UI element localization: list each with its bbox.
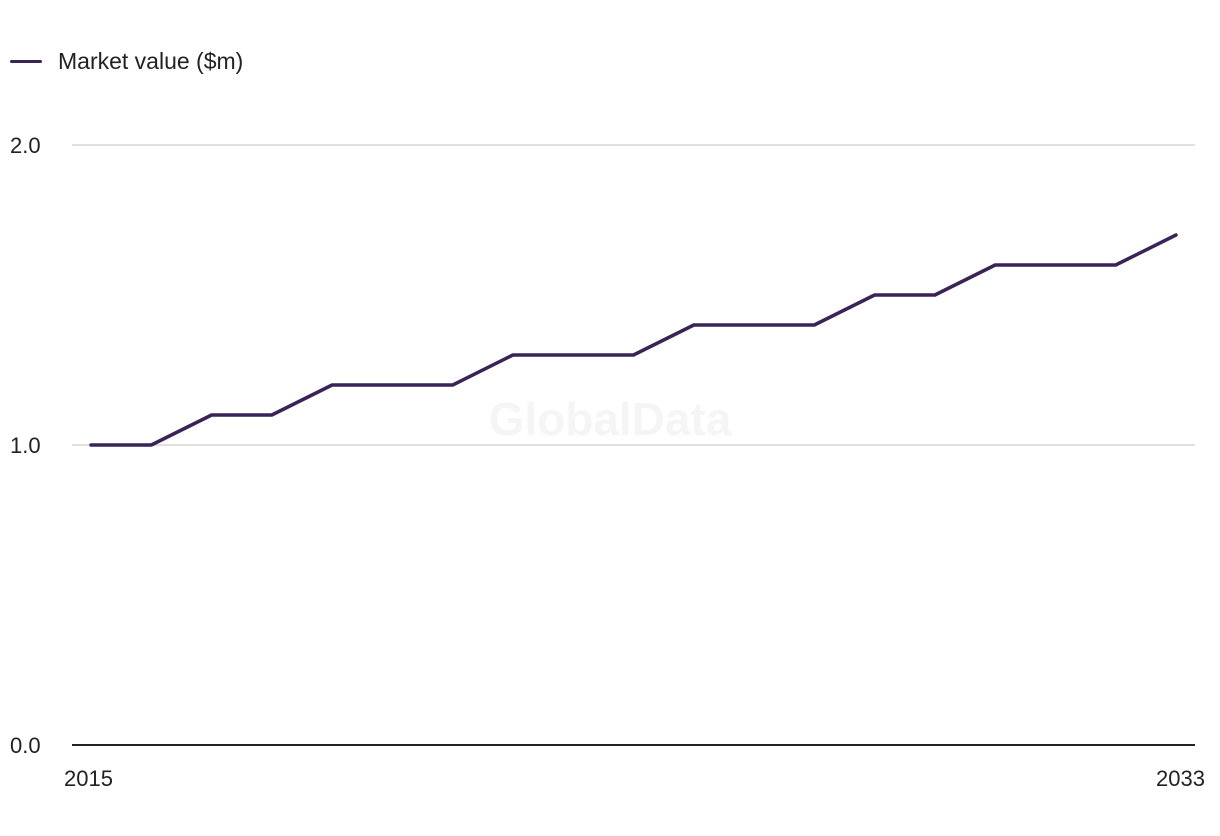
legend-swatch — [10, 59, 42, 63]
x-tick-label: 2033 — [1156, 766, 1205, 791]
gridlines — [72, 144, 1195, 746]
legend-label: Market value ($m) — [58, 47, 244, 74]
y-tick-label: 0.0 — [10, 733, 41, 758]
x-axis-ticks: 2015 2033 — [64, 766, 1205, 791]
series-line — [89, 233, 1178, 447]
y-tick-label: 2.0 — [10, 133, 41, 158]
legend: Market value ($m) — [10, 46, 243, 76]
y-tick-label: 1.0 — [10, 433, 41, 458]
x-tick-label: 2015 — [64, 766, 113, 791]
y-axis-ticks: 0.0 1.0 2.0 — [10, 133, 41, 758]
watermark: GlobalData — [489, 393, 732, 445]
series-layer — [89, 233, 1178, 447]
